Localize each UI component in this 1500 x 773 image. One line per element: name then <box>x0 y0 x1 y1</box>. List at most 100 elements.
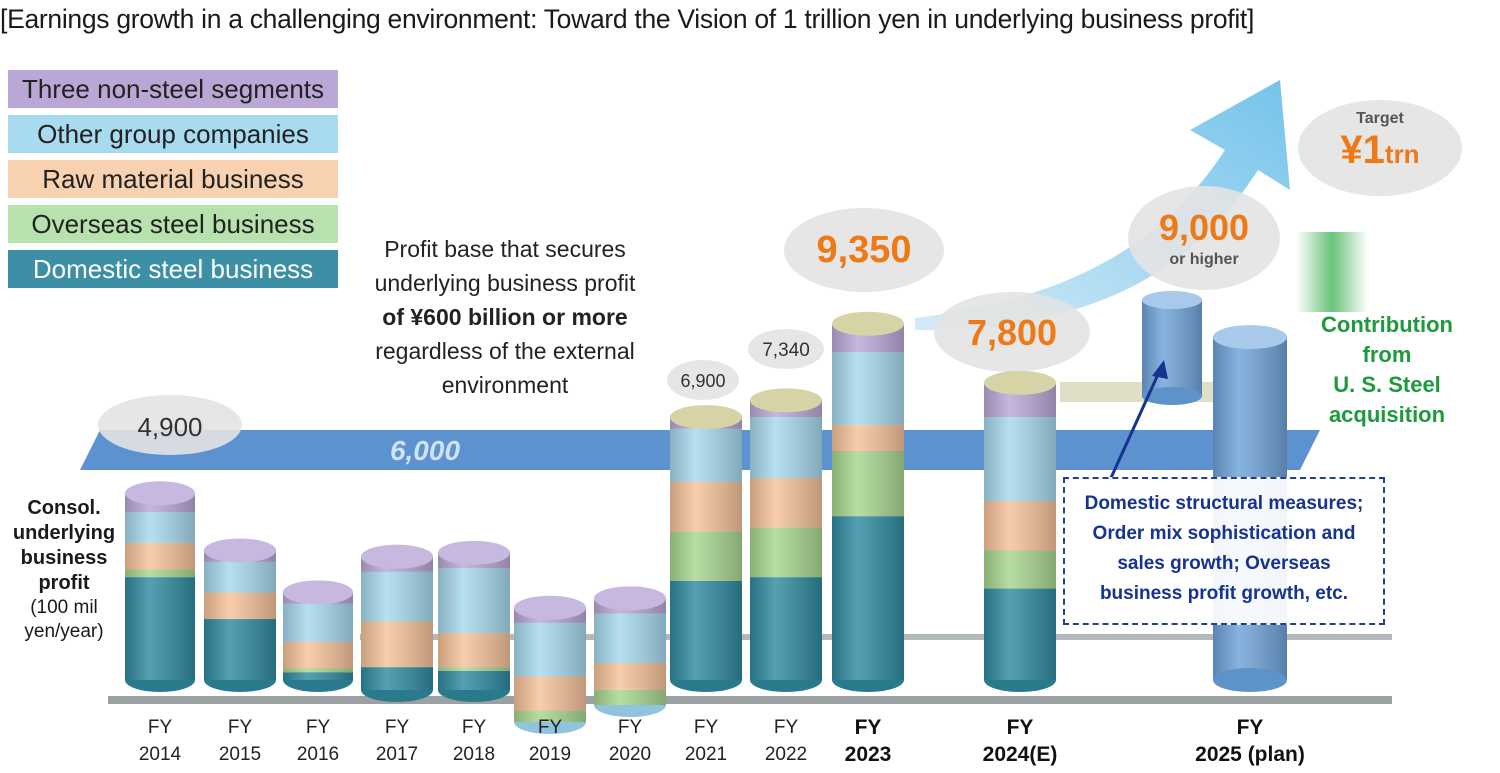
y-axis-title-line: profit <box>38 572 90 594</box>
target-unit: trn <box>1384 139 1420 169</box>
bar-shading <box>361 556 433 690</box>
floor-line <box>108 696 1392 704</box>
target-label: Target ¥1trn <box>1296 110 1464 176</box>
legend-item-overseas-steel: Overseas steel business <box>8 205 338 243</box>
target-number: ¥1 <box>1340 128 1385 172</box>
value-label: 7,340 <box>762 340 810 361</box>
x-tick-line: FY <box>773 717 799 738</box>
bar-shading <box>204 550 276 680</box>
x-tick-line: FY <box>384 717 410 738</box>
measures-line: Domestic structural measures; <box>1084 493 1364 514</box>
page-title: [Earnings growth in a challenging enviro… <box>0 4 1255 34</box>
bar-top-cap <box>438 540 510 565</box>
y-axis-label: Consol. underlying business profit (100 … <box>4 496 124 644</box>
value-bubble <box>667 360 739 400</box>
bar-3 <box>283 580 353 692</box>
bar-7 <box>594 586 666 717</box>
bar-top-cap <box>750 388 822 413</box>
x-tick-label: FY 2024(E) <box>975 714 1065 768</box>
bar-top-cap <box>1213 325 1287 350</box>
value-bubbles <box>98 100 1462 455</box>
x-tick-line: FY <box>617 717 643 738</box>
x-tick-line: FY <box>537 717 563 738</box>
y-axis-title-line: underlying <box>12 522 116 544</box>
x-tick-line: 2023 <box>844 743 892 766</box>
bar-shading <box>125 493 195 680</box>
bar-bottom-cap <box>1142 387 1202 405</box>
bar-5 <box>438 540 510 702</box>
contribution-line: Contribution <box>1321 312 1453 337</box>
x-tick-line: FY <box>305 717 331 738</box>
bar-shading <box>670 417 742 680</box>
value-bubble <box>98 395 242 455</box>
contribution-line: from <box>1362 342 1412 367</box>
contribution-line: U. S. Steel <box>1333 372 1441 397</box>
value-bubble <box>748 329 824 369</box>
bar-shading <box>984 382 1056 680</box>
profit-base-note: Profit base that secures underlying busi… <box>350 232 660 402</box>
bar-shading <box>750 400 822 680</box>
value-label: 9,000 <box>1159 207 1249 248</box>
x-tick-line: 2022 <box>764 744 808 765</box>
bar-6 <box>514 595 586 734</box>
x-tick-label: FY 2022 <box>741 714 831 768</box>
x-tick-line: FY <box>693 717 719 738</box>
bar-top-cap <box>514 595 586 620</box>
bar-shading <box>1142 300 1202 396</box>
bar-shading <box>438 552 510 690</box>
bar-11 <box>984 370 1056 692</box>
pointer-arrowhead <box>1152 360 1168 379</box>
note-line: regardless of the external <box>375 338 635 364</box>
note-line: Profit base that secures <box>384 236 626 262</box>
bar-top-cap <box>361 544 433 569</box>
x-tick-line: 2024(E) <box>982 743 1058 766</box>
bar-shading <box>283 592 353 680</box>
bar-1 <box>125 481 195 692</box>
value-label: 7,800 <box>967 312 1057 353</box>
bar-9 <box>750 388 822 692</box>
value-bubble <box>1298 100 1462 196</box>
value-label: 6,900 <box>680 371 725 391</box>
x-tick-label: FY 2015 <box>195 714 285 768</box>
x-tick-line: 2025 (plan) <box>1195 743 1305 766</box>
bar-top-cap <box>204 538 276 563</box>
y-axis-unit-line: yen/year) <box>24 621 104 642</box>
x-tick-label: FY 2020 <box>585 714 675 768</box>
x-tick-line: 2015 <box>218 744 262 765</box>
note-strong: of ¥600 billion or more <box>382 304 628 330</box>
x-tick-label: FY 2023 <box>823 714 913 768</box>
bar-top-cap <box>1142 291 1202 309</box>
target-value: ¥1trn <box>1296 128 1464 176</box>
measures-box: Domestic structural measures; Order mix … <box>1063 477 1385 625</box>
measures-line: sales growth; Overseas <box>1117 553 1331 574</box>
y-axis-unit-line: (100 mil <box>30 597 98 618</box>
annotations <box>1108 232 1368 481</box>
value-sublabel: or higher <box>1169 251 1238 268</box>
bar-bottom-cap <box>1213 668 1287 692</box>
y-axis-title-line: Consol. <box>27 497 101 519</box>
contribution-line: acquisition <box>1328 402 1446 427</box>
contribution-shape <box>1296 232 1368 312</box>
x-tick-line: FY <box>227 717 253 738</box>
note-line: underlying business profit <box>374 270 636 296</box>
value-label: 9,350 <box>816 229 911 271</box>
x-tick-line: 2018 <box>452 744 496 765</box>
x-tick-line: FY <box>147 717 173 738</box>
bar-top-cap <box>670 405 742 430</box>
bar-top-cap <box>283 580 353 605</box>
x-tick-line: FY <box>461 717 487 738</box>
legend-item-non-steel: Three non-steel segments <box>8 70 338 108</box>
bar-shading <box>832 323 904 680</box>
x-tick-label: FY 2018 <box>429 714 519 768</box>
measures-line: business profit growth, etc. <box>1099 583 1349 604</box>
bar-2 <box>204 538 276 692</box>
bar-top-cap <box>984 370 1056 395</box>
bar-shading <box>514 607 586 722</box>
x-tick-label: FY 2021 <box>661 714 751 768</box>
value-label: 4,900 <box>137 412 202 442</box>
bar-10 <box>832 311 904 692</box>
legend-item-other-group: Other group companies <box>8 115 338 153</box>
x-tick-line: 2020 <box>608 744 652 765</box>
y-axis-title-line: business <box>20 547 108 569</box>
bar-top-cap <box>594 586 666 611</box>
